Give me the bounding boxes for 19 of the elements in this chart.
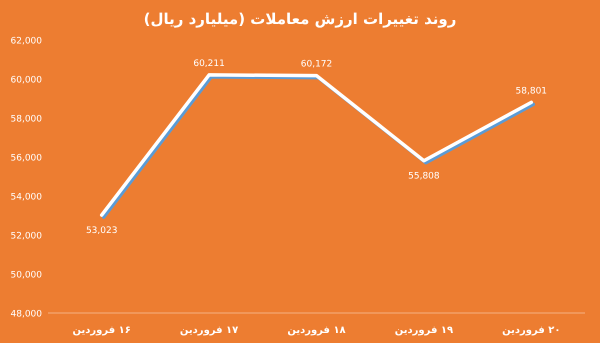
y-tick-label: 60,000: [10, 76, 42, 86]
data-label: 55,808: [408, 172, 440, 182]
data-label: 60,211: [193, 58, 225, 69]
x-tick-label: ۱۷ فروردین: [180, 325, 238, 336]
x-tick-label: ۲۰ فروردین: [502, 325, 560, 336]
x-tick-label: ۱۹ فروردین: [394, 325, 454, 336]
y-tick-label: 54,000: [10, 192, 42, 202]
chart-title: روند تغییرات ارزش معاملات (میلیارد ریال): [144, 10, 456, 28]
y-tick-label: 58,000: [10, 114, 42, 124]
x-tick-label: ۱۶ فروردین: [72, 325, 131, 336]
y-tick-label: 48,000: [10, 310, 42, 320]
y-tick-label: 56,000: [10, 154, 42, 164]
x-tick-label: ۱۸ فروردین: [287, 325, 346, 336]
data-label: 53,023: [86, 226, 118, 236]
data-label: 60,172: [300, 60, 332, 70]
y-tick-label: 62,000: [10, 36, 42, 46]
data-label: 58,801: [516, 86, 548, 96]
y-tick-label: 52,000: [10, 232, 42, 242]
y-tick-label: 50,000: [10, 270, 42, 280]
